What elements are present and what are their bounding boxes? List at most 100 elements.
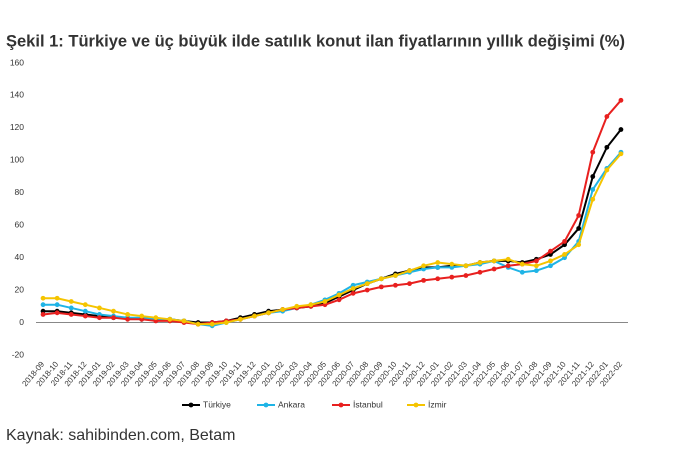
data-point	[435, 276, 441, 282]
data-point	[97, 305, 102, 311]
y-tick-label: 120	[10, 122, 24, 132]
data-point	[195, 321, 201, 327]
y-tick-label: -20	[12, 349, 25, 359]
data-point	[266, 310, 271, 316]
data-point	[477, 260, 483, 265]
data-point	[153, 315, 159, 321]
data-point	[125, 312, 131, 317]
y-tick-label: 60	[15, 219, 25, 229]
data-point	[449, 261, 455, 267]
legend-label: İstanbul	[353, 399, 383, 409]
data-point	[378, 276, 384, 282]
data-point	[68, 299, 74, 304]
data-point	[576, 242, 582, 248]
data-point	[618, 97, 624, 103]
data-point	[308, 302, 314, 308]
data-point	[322, 299, 328, 304]
data-point	[590, 149, 596, 155]
legend-label: Ankara	[278, 399, 305, 409]
data-point	[97, 315, 102, 321]
data-point	[209, 321, 215, 327]
legend-marker	[413, 402, 419, 408]
data-point	[519, 261, 525, 267]
data-point	[82, 308, 88, 314]
data-point	[491, 258, 497, 264]
data-point	[40, 312, 46, 317]
data-point	[477, 269, 483, 275]
source-note: Kaynak: sahibinden.com, Betam	[6, 427, 235, 444]
data-point	[139, 313, 145, 319]
data-point	[435, 260, 441, 265]
data-point	[364, 281, 370, 287]
data-point	[350, 290, 356, 296]
data-point	[449, 274, 455, 280]
data-point	[68, 312, 74, 317]
data-point	[421, 263, 427, 269]
data-point	[350, 286, 356, 291]
data-point	[519, 269, 525, 275]
data-point	[421, 277, 427, 283]
y-tick-label: 100	[10, 155, 24, 165]
data-point	[111, 308, 116, 314]
data-point	[252, 313, 257, 319]
data-point	[111, 315, 116, 321]
data-point	[548, 248, 553, 254]
data-point	[435, 265, 441, 270]
data-point	[533, 268, 539, 274]
legend-label: Türkiye	[203, 399, 231, 409]
data-point	[40, 302, 46, 308]
data-point	[68, 305, 74, 311]
y-tick-label: 0	[19, 317, 24, 327]
y-tick-label: 20	[15, 284, 25, 294]
data-point	[167, 316, 173, 322]
data-point	[336, 297, 342, 303]
data-point	[618, 151, 624, 157]
data-point	[562, 252, 567, 257]
data-point	[336, 292, 342, 298]
data-point	[576, 213, 582, 218]
data-point	[378, 284, 384, 290]
data-point	[181, 318, 187, 324]
data-point	[237, 316, 243, 322]
data-point	[82, 313, 88, 319]
y-tick-label: 140	[10, 90, 24, 100]
data-point	[533, 258, 539, 264]
data-point	[576, 226, 582, 231]
data-point	[618, 127, 624, 132]
data-point	[548, 258, 553, 264]
data-point	[125, 316, 131, 322]
data-point	[393, 273, 398, 278]
y-tick-label: 80	[15, 187, 25, 197]
data-point	[54, 295, 60, 301]
data-point	[505, 256, 511, 262]
data-point	[604, 114, 610, 119]
data-point	[505, 263, 511, 269]
data-point	[393, 282, 398, 288]
data-point	[294, 303, 300, 309]
data-point	[82, 302, 88, 308]
legend-marker	[263, 402, 269, 408]
data-point	[463, 263, 469, 269]
data-point	[463, 273, 469, 278]
legend-marker	[338, 402, 344, 408]
data-point	[590, 174, 596, 179]
data-point	[54, 302, 60, 308]
chart-title: Şekil 1: Türkiye ve üç büyük ilde satılı…	[6, 32, 625, 50]
data-point	[604, 167, 610, 173]
data-point	[280, 307, 286, 312]
y-tick-label: 40	[15, 252, 25, 262]
data-point	[407, 281, 412, 287]
y-tick-label: 160	[10, 57, 24, 67]
data-point	[604, 144, 610, 150]
data-point	[590, 196, 596, 202]
data-point	[533, 263, 539, 269]
data-point	[562, 239, 567, 244]
data-point	[40, 295, 46, 301]
data-point	[54, 310, 60, 316]
data-point	[590, 187, 596, 192]
data-point	[407, 268, 412, 274]
data-point	[364, 287, 370, 293]
data-point	[491, 266, 497, 272]
